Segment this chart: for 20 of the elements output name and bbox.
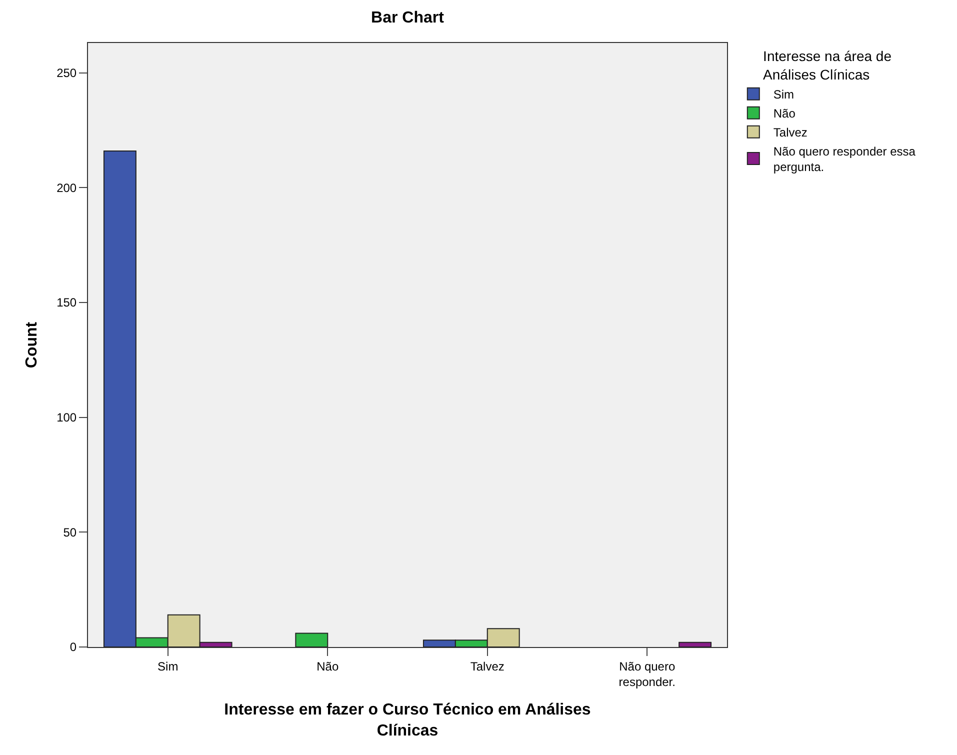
legend-label: Não	[773, 106, 796, 121]
x-tick-label: Talvez	[470, 659, 504, 674]
y-tick-label: 100	[56, 410, 77, 425]
y-tick-label: 0	[70, 640, 77, 654]
legend-label: Sim	[773, 88, 794, 102]
y-tick-label: 200	[56, 180, 77, 195]
bar	[295, 632, 328, 647]
legend-label: Não quero responder essa pergunta.	[773, 144, 916, 174]
x-tick-label: Não quero responder.	[618, 659, 676, 689]
x-tick-label: Sim	[158, 659, 178, 674]
x-tick-label: Não	[316, 659, 339, 674]
x-axis-title: Interesse em fazer o Curso Técnico em Análises Clínicas	[224, 702, 591, 740]
legend-title: Interesse na área de Análises Clínicas	[763, 48, 892, 82]
chart-title: Bar Chart	[371, 10, 445, 27]
y-tick-label: 250	[56, 66, 77, 80]
y-tick-label: 150	[56, 296, 77, 310]
bar	[678, 642, 712, 647]
y-tick-label: 50	[63, 525, 77, 540]
y-axis-title: Count	[23, 321, 40, 368]
legend-label: Talvez	[773, 126, 808, 140]
